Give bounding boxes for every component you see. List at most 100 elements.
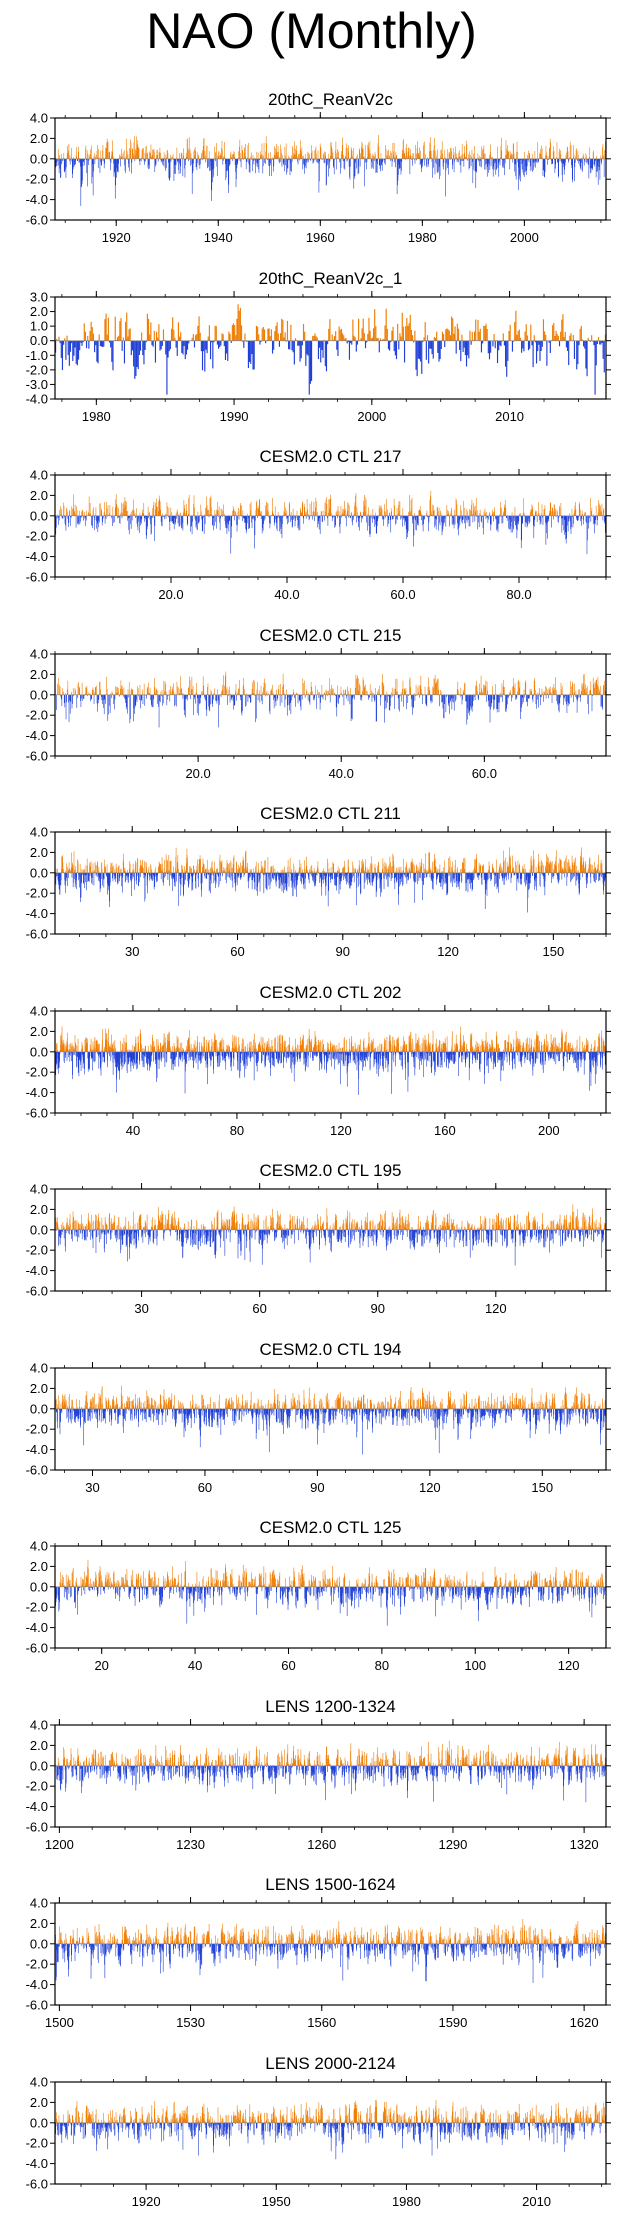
data-bar	[368, 317, 369, 340]
data-bar	[122, 156, 123, 159]
data-bar	[258, 694, 259, 699]
data-bar	[59, 516, 60, 521]
data-bar	[341, 686, 342, 694]
data-bar	[252, 873, 253, 880]
data-bar	[561, 682, 562, 694]
data-bar	[360, 685, 361, 694]
data-bar	[78, 682, 79, 695]
data-bar	[385, 159, 386, 165]
data-bar	[590, 689, 591, 694]
data-bar	[444, 694, 445, 703]
data-bar	[74, 851, 75, 873]
data-bar	[394, 694, 395, 708]
data-bar	[328, 690, 329, 694]
data-bar	[336, 153, 337, 159]
data-bar	[122, 516, 123, 518]
data-bar	[185, 340, 186, 358]
data-bar	[151, 866, 152, 873]
data-bar	[252, 159, 253, 171]
data-bar	[479, 516, 480, 527]
data-bar	[57, 873, 58, 876]
data-bar	[518, 330, 519, 340]
data-bar	[407, 694, 408, 702]
x-tick-label: 60.0	[472, 766, 497, 781]
data-bar	[284, 873, 285, 890]
data-bar	[440, 516, 441, 525]
data-bar	[317, 159, 318, 163]
data-bar	[231, 868, 232, 873]
data-bar	[95, 516, 96, 520]
data-bar	[540, 694, 541, 704]
data-bar	[207, 686, 208, 694]
data-bar	[450, 148, 451, 159]
data-bar	[72, 340, 73, 360]
data-bar	[434, 336, 435, 340]
data-bar	[149, 159, 150, 165]
data-bar	[152, 150, 153, 159]
data-bar	[257, 159, 258, 163]
data-bar	[255, 694, 256, 721]
data-bar	[243, 685, 244, 694]
data-bar	[254, 340, 255, 369]
data-bar	[205, 694, 206, 698]
data-bar	[197, 694, 198, 712]
data-bar	[583, 516, 584, 525]
x-tick-label: 1920	[102, 230, 131, 245]
data-bar	[257, 682, 258, 695]
data-bar	[288, 159, 289, 169]
data-bar	[94, 873, 95, 886]
data-bar	[241, 873, 242, 877]
data-bar	[114, 873, 115, 880]
data-bar	[71, 148, 72, 159]
data-bar	[59, 159, 60, 173]
data-bar	[270, 873, 271, 884]
data-bar	[216, 510, 217, 516]
data-bar	[533, 694, 534, 701]
data-bar	[447, 149, 448, 159]
data-bar	[360, 338, 361, 340]
data-bar	[334, 336, 335, 341]
data-bar	[351, 694, 352, 720]
data-bar	[240, 694, 241, 699]
y-tick-label: -4.0	[26, 192, 48, 207]
data-bar	[246, 867, 247, 873]
data-bar	[254, 159, 255, 165]
data-bar	[313, 694, 314, 699]
data-bar	[557, 694, 558, 703]
x-tick-label: 1990	[220, 409, 249, 424]
data-bar	[473, 159, 474, 170]
data-bar	[176, 873, 177, 882]
data-bar	[263, 687, 264, 694]
data-bar	[460, 156, 461, 159]
data-bar	[327, 340, 328, 343]
data-bar	[559, 340, 560, 346]
data-bar	[179, 159, 180, 174]
data-bar	[160, 148, 161, 159]
data-bar	[571, 694, 572, 697]
data-bar	[120, 159, 121, 167]
data-bar	[543, 516, 544, 525]
data-bar	[129, 516, 130, 534]
data-bar	[167, 694, 168, 699]
data-bar	[317, 689, 318, 694]
data-bar	[489, 155, 490, 159]
data-bar	[84, 159, 85, 166]
data-bar	[290, 694, 291, 702]
data-bar	[258, 334, 259, 340]
data-bar	[154, 152, 155, 159]
data-bar	[356, 156, 357, 159]
data-bar	[219, 694, 220, 704]
data-bar	[331, 684, 332, 694]
data-bar	[445, 329, 446, 340]
data-bar	[414, 516, 415, 536]
data-bar	[304, 331, 305, 340]
data-bar	[596, 679, 597, 694]
data-bar	[554, 335, 555, 340]
data-bar	[287, 320, 288, 340]
data-bar	[439, 508, 440, 516]
data-bar	[275, 868, 276, 872]
data-bar	[233, 694, 234, 709]
data-bar	[514, 516, 515, 521]
data-bar	[418, 516, 419, 526]
data-bar	[226, 340, 227, 353]
